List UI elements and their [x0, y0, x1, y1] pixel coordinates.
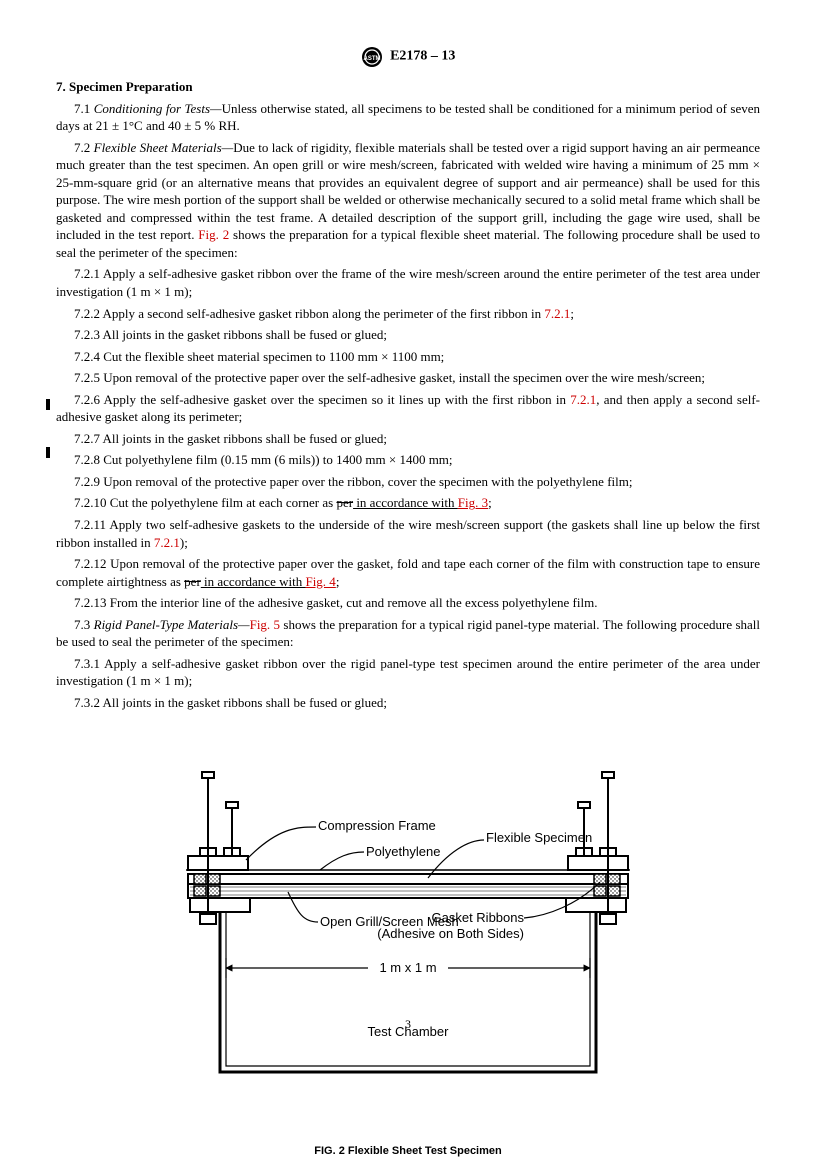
para-7-3-1: 7.3.1 Apply a self-adhesive gasket ribbo…: [56, 655, 760, 690]
para-7-2-4: 7.2.4 Cut the flexible sheet material sp…: [56, 348, 760, 366]
astm-logo-icon: ASTM: [361, 46, 383, 68]
label-polyethylene: Polyethylene: [366, 844, 440, 859]
num-7-3: 7.3: [74, 617, 94, 632]
para-7-2-1: 7.2.1 Apply a self-adhesive gasket ribbo…: [56, 265, 760, 300]
t-722a: 7.2.2 Apply a second self-adhesive gaske…: [74, 306, 544, 321]
changebar-icon: [46, 399, 50, 410]
label-compression-frame: Compression Frame: [318, 818, 436, 833]
page-header: ASTM E2178 – 13: [56, 46, 760, 68]
xref-721-a: 7.2.1: [544, 306, 570, 321]
xref-721-b: 7.2.1: [570, 392, 596, 407]
para-7-2-6: 7.2.6 Apply the self-adhesive gasket ove…: [56, 391, 760, 426]
svg-text:ASTM: ASTM: [363, 56, 380, 62]
lead-7-1: Conditioning for Tests—: [94, 101, 222, 116]
figref-3: Fig. 3: [458, 495, 488, 510]
xref-721-c: 7.2.1: [154, 535, 180, 550]
t-7211b: );: [180, 535, 188, 550]
para-7-2-10: 7.2.10 Cut the polyethylene film at each…: [56, 494, 760, 512]
standard-id: E2178 – 13: [390, 49, 455, 64]
label-flexible-specimen: Flexible Specimen: [486, 830, 592, 845]
t-722b: ;: [570, 306, 574, 321]
figref-4: Fig. 4: [305, 574, 335, 589]
para-7-2-11: 7.2.11 Apply two self-adhesive gaskets t…: [56, 516, 760, 551]
figure-2-diagram: 1 m x 1 m Test Chamber Compression Frame…: [128, 732, 688, 1132]
para-7-2: 7.2 Flexible Sheet Materials—Due to lack…: [56, 139, 760, 262]
num-7-1: 7.1: [74, 101, 94, 116]
figure-2-caption: FIG. 2 Flexible Sheet Test Specimen: [56, 1144, 760, 1159]
t-7212b: ;: [336, 574, 340, 589]
figref-5: Fig. 5: [250, 617, 280, 632]
strike-per-b: per: [184, 574, 201, 589]
t-726a: 7.2.6 Apply the self-adhesive gasket ove…: [74, 392, 570, 407]
label-gasket-a: Gasket Ribbons: [432, 910, 525, 925]
t-7210a: 7.2.10 Cut the polyethylene film at each…: [74, 495, 336, 510]
t-7212a: 7.2.12 Upon removal of the protective pa…: [56, 556, 760, 589]
para-7-2-7: 7.2.7 All joints in the gasket ribbons s…: [56, 430, 760, 448]
para-7-1: 7.1 Conditioning for Tests—Unless otherw…: [56, 100, 760, 135]
figure-2: 1 m x 1 m Test Chamber Compression Frame…: [56, 732, 760, 1159]
num-7-2: 7.2: [74, 140, 94, 155]
ins-iaw-a: in accordance with: [353, 495, 458, 510]
lead-7-2: Flexible Sheet Materials—: [94, 140, 234, 155]
changebar-icon: [46, 447, 50, 458]
para-7-2-3: 7.2.3 All joints in the gasket ribbons s…: [56, 326, 760, 344]
para-7-3: 7.3 Rigid Panel-Type Materials—Fig. 5 sh…: [56, 616, 760, 651]
para-7-2-9: 7.2.9 Upon removal of the protective pap…: [56, 473, 760, 491]
para-7-2-8: 7.2.8 Cut polyethylene film (0.15 mm (6 …: [56, 451, 760, 469]
para-7-3-2: 7.3.2 All joints in the gasket ribbons s…: [56, 694, 760, 712]
label-dimension: 1 m x 1 m: [379, 960, 436, 975]
t-7210b: ;: [488, 495, 492, 510]
para-7-2-12: 7.2.12 Upon removal of the protective pa…: [56, 555, 760, 590]
para-7-2-5: 7.2.5 Upon removal of the protective pap…: [56, 369, 760, 387]
section-7-title: 7. Specimen Preparation: [56, 78, 760, 96]
label-gasket-b: (Adhesive on Both Sides): [377, 926, 524, 941]
ins-iaw-b: in accordance with: [201, 574, 306, 589]
page-number: 3: [0, 1016, 816, 1032]
figref-2: Fig. 2: [198, 227, 229, 242]
strike-per-a: per: [336, 495, 353, 510]
lead-7-3: Rigid Panel-Type Materials—: [94, 617, 250, 632]
para-7-2-2: 7.2.2 Apply a second self-adhesive gaske…: [56, 305, 760, 323]
para-7-2-13: 7.2.13 From the interior line of the adh…: [56, 594, 760, 612]
